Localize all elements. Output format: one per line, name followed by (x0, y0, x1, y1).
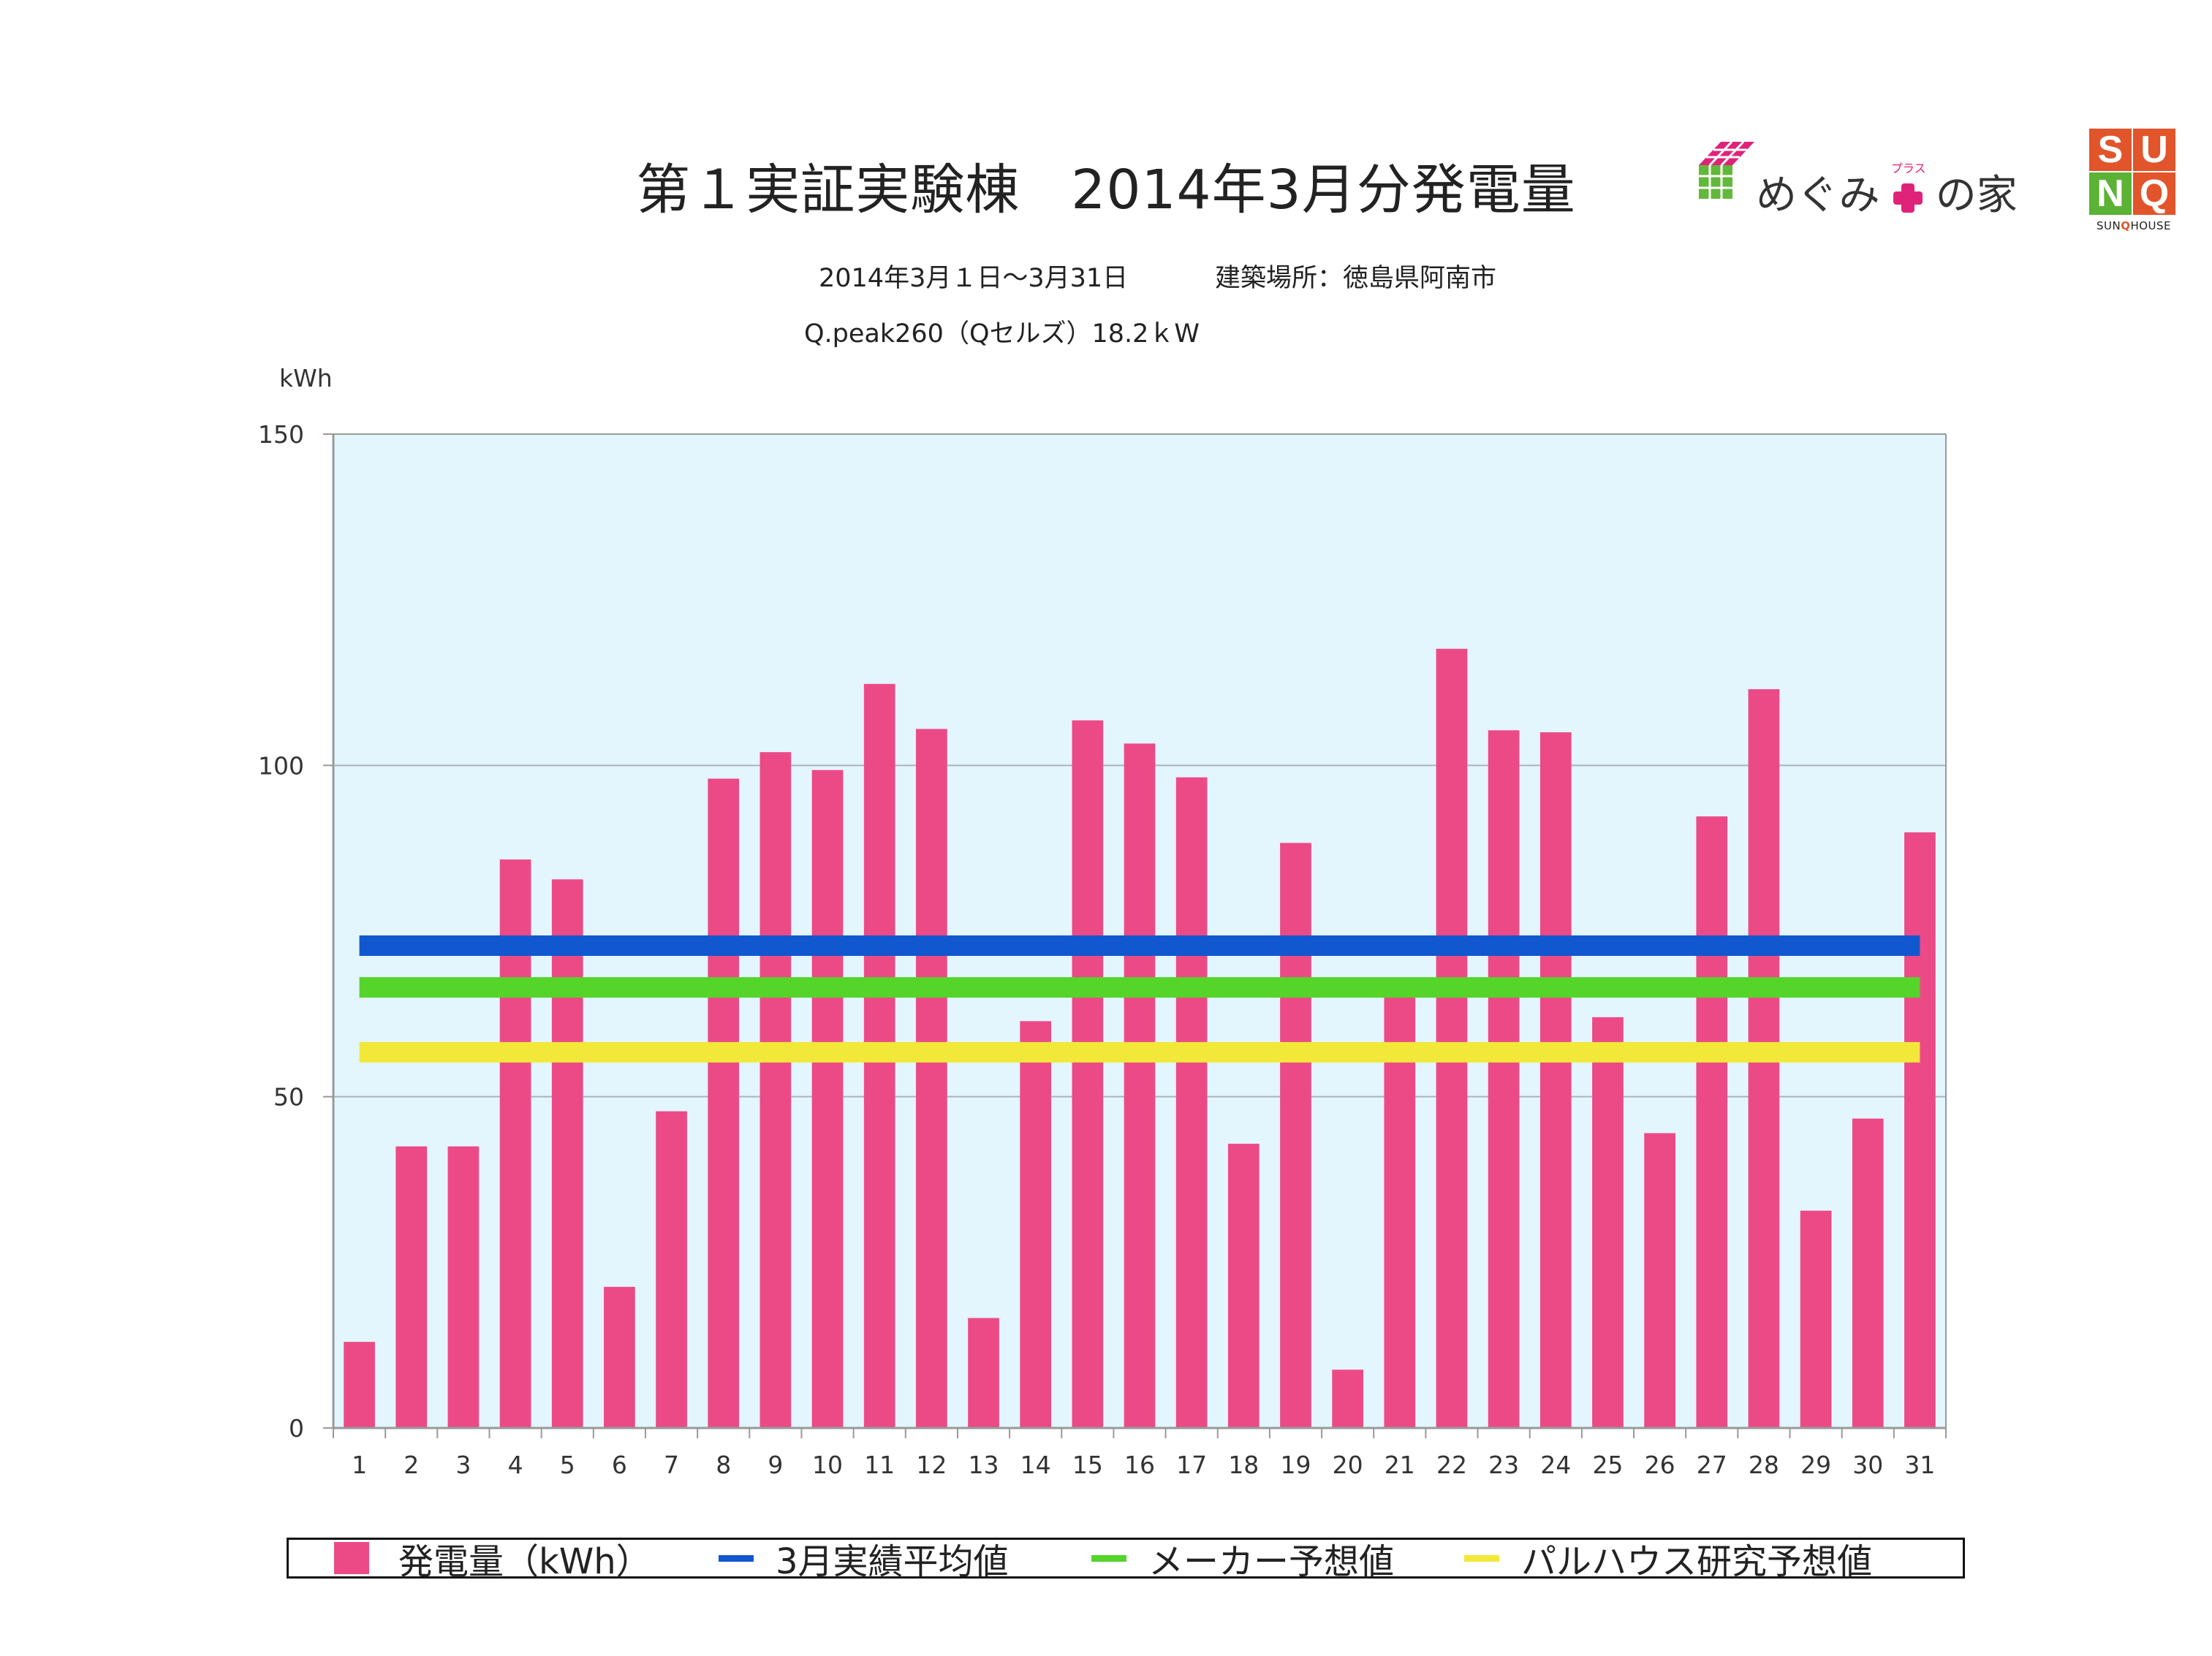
x-tick-label-24: 24 (1540, 1451, 1571, 1479)
bar-day-12 (916, 729, 947, 1428)
x-tick-label-11: 11 (864, 1451, 895, 1479)
bar-day-20 (1332, 1370, 1363, 1428)
x-tick-label-13: 13 (969, 1451, 999, 1479)
x-tick-label-22: 22 (1436, 1451, 1467, 1479)
bar-day-2 (395, 1146, 428, 1428)
x-tick-label-31: 31 (1904, 1451, 1935, 1479)
x-tick-label-3: 3 (455, 1451, 471, 1479)
y-tick-label: 50 (273, 1083, 304, 1112)
legend-label-palhouse: パルハウス研究予想値 (1521, 1541, 1873, 1582)
bar-day-1 (344, 1342, 375, 1428)
sunq-caption: SUNQHOUSE (2096, 219, 2172, 232)
bar-day-15 (1072, 720, 1104, 1428)
legend-item-maker: メーカー予想値 (1091, 1540, 1394, 1582)
x-tick-label-25: 25 (1592, 1451, 1623, 1479)
x-tick-label-19: 19 (1280, 1451, 1311, 1479)
y-tick-label: 150 (258, 420, 304, 449)
page-title: 第１実証実験棟 2014年3月分発電量 (0, 146, 2212, 224)
bar-day-23 (1488, 730, 1520, 1428)
sunq-letter-s: S (2089, 129, 2132, 171)
x-tick-label-10: 10 (812, 1451, 843, 1479)
bar-day-27 (1696, 816, 1728, 1428)
x-tick-label-4: 4 (508, 1451, 523, 1479)
bar-day-10 (811, 770, 844, 1428)
x-tick-label-28: 28 (1749, 1451, 1779, 1479)
bar-day-31 (1904, 832, 1936, 1428)
megumi-logo-text: めぐみ プラス の家 (1756, 162, 2018, 221)
x-tick-label-27: 27 (1697, 1451, 1727, 1479)
y-tick-label: 100 (258, 751, 304, 780)
x-tick-label-7: 7 (664, 1451, 679, 1479)
legend-label-maker: メーカー予想値 (1148, 1541, 1395, 1582)
x-tick-label-15: 15 (1072, 1451, 1103, 1479)
period-text: 2014年3月１日〜3月31日 (819, 264, 1129, 293)
sunq-letter-q: Q (2133, 172, 2175, 215)
x-tick-label-17: 17 (1176, 1451, 1207, 1479)
megumi-text-before: めぐみ (1756, 172, 1880, 219)
bar-day-8 (708, 778, 740, 1428)
sunq-letter-n: N (2089, 172, 2132, 215)
bar-day-25 (1592, 1017, 1624, 1428)
x-tick-label-29: 29 (1800, 1451, 1831, 1479)
x-tick-label-30: 30 (1852, 1451, 1883, 1479)
megumi-text-after: の家 (1935, 172, 2018, 219)
x-tick-label-14: 14 (1020, 1451, 1051, 1479)
plus-small-text: プラス (1890, 161, 1926, 175)
y-axis-unit: kWh (279, 364, 333, 392)
bar-day-29 (1800, 1210, 1832, 1428)
x-tick-label-8: 8 (716, 1451, 731, 1479)
legend-item-generation: 発電量（kWh） (334, 1540, 651, 1582)
bar-day-22 (1436, 648, 1468, 1428)
x-tick-label-18: 18 (1228, 1451, 1259, 1479)
bar-day-13 (968, 1318, 999, 1428)
bar-day-18 (1227, 1144, 1260, 1428)
bar-day-3 (447, 1146, 480, 1428)
bar-day-19 (1280, 843, 1311, 1428)
y-tick-label: 0 (289, 1414, 304, 1443)
bar-day-17 (1175, 777, 1208, 1428)
x-tick-label-20: 20 (1333, 1451, 1363, 1479)
megumi-logo-icon (1699, 140, 1754, 199)
bar-day-26 (1644, 1133, 1675, 1428)
legend-item-palhouse: パルハウス研究予想値 (1464, 1540, 1872, 1582)
bar-day-30 (1852, 1118, 1884, 1428)
x-tick-label-21: 21 (1385, 1451, 1415, 1479)
chart-legend: 発電量（kWh） 3月実績平均値 メーカー予想値 パルハウス研究予想値 (287, 1538, 1965, 1582)
bar-day-5 (551, 879, 583, 1428)
x-tick-label-26: 26 (1645, 1451, 1675, 1479)
sunq-logo: S U N Q SUNQHOUSE (2089, 129, 2184, 237)
legend-swatch-avg (719, 1554, 754, 1562)
bar-day-14 (1020, 1021, 1052, 1428)
sunq-letter-u: U (2133, 129, 2175, 171)
legend-swatch-palhouse (1464, 1554, 1499, 1562)
x-tick-label-16: 16 (1124, 1451, 1155, 1479)
legend-label-avg: 3月実績平均値 (776, 1541, 1009, 1582)
legend-label-generation: 発電量（kWh） (398, 1541, 651, 1582)
x-tick-label-6: 6 (612, 1451, 627, 1479)
bar-day-6 (604, 1286, 635, 1428)
x-tick-label-9: 9 (768, 1451, 783, 1479)
title-left: 第１実証実験棟 (636, 159, 1020, 221)
bar-day-9 (760, 752, 792, 1428)
legend-swatch-maker (1091, 1554, 1126, 1562)
location-text: 建築場所：徳島県阿南市 (1215, 264, 1497, 293)
title-right: 2014年3月分発電量 (1071, 159, 1576, 221)
bar-day-7 (656, 1111, 687, 1428)
legend-swatch-generation (334, 1542, 369, 1574)
bar-day-16 (1124, 743, 1156, 1428)
x-tick-label-12: 12 (916, 1451, 947, 1479)
bar-day-24 (1539, 732, 1572, 1428)
plus-icon: プラス (1887, 162, 1928, 219)
x-tick-label-23: 23 (1488, 1451, 1519, 1479)
x-tick-label-5: 5 (560, 1451, 575, 1479)
legend-item-avg: 3月実績平均値 (719, 1540, 1009, 1582)
panel-spec-text: Q.peak260（Qセルズ）18.2ｋW (804, 319, 1200, 349)
x-tick-label-1: 1 (352, 1451, 367, 1479)
x-tick-label-2: 2 (404, 1451, 419, 1479)
